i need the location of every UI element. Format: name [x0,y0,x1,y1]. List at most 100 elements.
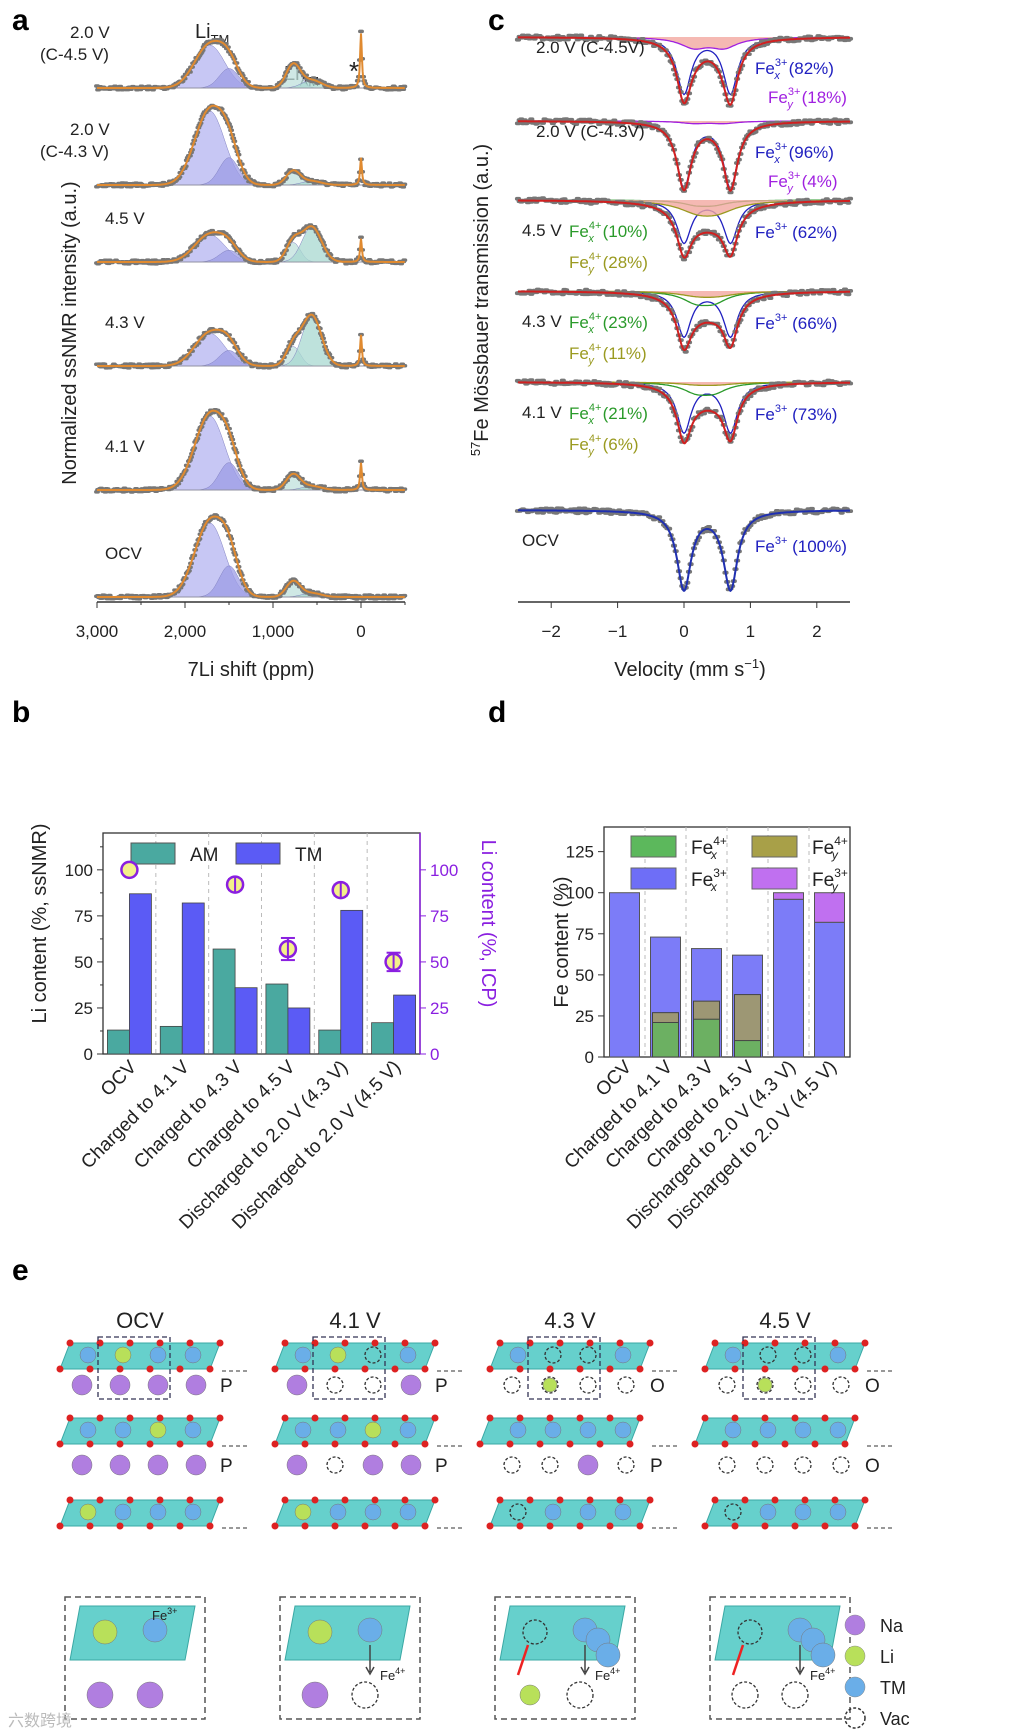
li-atom [149,1421,167,1439]
mossbauer-spectrum: 4.5 V Fe3+ (62%)Fe4+ x (10%)Fe4+ y (28%) [514,196,854,276]
tm-atom [614,1346,632,1364]
text-span: Fe [569,344,589,363]
oxygen-atom [86,1522,94,1530]
superscript: 3+ [788,86,801,98]
oxygen-atom [771,1496,779,1504]
legend-swatch [751,835,798,858]
oxygen-atom [586,1496,594,1504]
oxygen-atom [216,1414,224,1422]
vacancy [136,1681,164,1709]
bar-tm [129,893,152,1055]
na-atom [71,1454,93,1476]
vacancy [756,1376,774,1394]
bar-fe3y [814,892,845,923]
oxygen-atom [851,1365,859,1373]
oxygen-atom [751,1440,759,1448]
subscript: y [587,446,595,458]
na-atom [286,1374,308,1396]
na-atom [71,1374,93,1396]
fit-line [518,381,850,445]
vacancy [579,1346,597,1364]
bar-am [107,1029,130,1055]
subscript: y [831,848,839,862]
chart-a: 3,000 2,000 1,000 0 7Li shift (ppm) Normalize… [40,21,408,681]
oxygen-atom [761,1414,769,1422]
oxygen-atom [566,1440,574,1448]
y2-tick-label: 75 [430,907,449,926]
oxygen-atom [116,1440,124,1448]
panel-label-a: a [12,4,29,37]
oxygen-atom [861,1339,869,1347]
oxygen-atom [86,1440,94,1448]
tm-atom [759,1503,777,1521]
vacancy [832,1376,850,1394]
state-title: OCV [116,1308,164,1333]
detail-frame [494,1596,636,1720]
superscript: 4+ [713,834,727,848]
superscript: 4+ [610,1666,620,1676]
subscript: y [587,355,595,367]
superscript: 3+ [775,535,788,547]
fe-label: Fe4+ [810,1666,835,1683]
subscript: x [587,324,594,336]
vacancy [718,1456,736,1474]
bar-tm [393,994,416,1055]
stacking-label: P [220,1376,233,1397]
spectrum-label-sub: (C-4.3 V) [40,142,109,161]
stacking-label: P [435,1456,448,1477]
spectrum-label-sub: (C-4.5 V) [40,45,109,64]
oxygen-atom [831,1339,839,1347]
fit-component-fill [518,291,850,298]
bar-tm [340,909,364,1055]
migration-arrow [580,1645,590,1676]
panel-label-c: c [488,4,505,37]
oxygen-atom [401,1339,409,1347]
y-axis-label: 57Fe Mössbauer transmission (a.u.) [468,144,493,456]
oxygen-atom [371,1339,379,1347]
bar-fe3y [773,892,804,900]
oxygen-atom [801,1339,809,1347]
nmr-spectrum: 2.0 V (C-4.5 V) [40,23,408,92]
oxygen-atom [271,1440,279,1448]
detail-frame [279,1596,421,1720]
selection-box [97,1336,171,1400]
component-label: Fe3+ x (96%) [755,141,834,166]
oxygen-atom [341,1339,349,1347]
text-span: Fe [569,222,589,241]
oxygen-atom [486,1522,494,1530]
oxygen-atom [616,1496,624,1504]
li-atom [542,1377,558,1393]
tm-atom [579,1503,597,1521]
na-atom [400,1374,422,1396]
subscript: x [587,233,594,245]
oxygen-atom [206,1440,214,1448]
y-axis-label: Li content (%, ssNMR) [29,823,51,1023]
vacancy [832,1456,850,1474]
stacking-label: P [650,1456,663,1477]
bar-tm [287,1007,311,1055]
na-atom [109,1374,131,1396]
oxygen-atom [801,1496,809,1504]
y-tick-label: 100 [65,861,93,880]
structure-0: OCV P P [56,1308,250,1530]
stacking-label: P [220,1456,233,1477]
legend-na-icon [844,1614,866,1636]
nmr-spectrum: OCV [94,513,408,601]
bar-am [265,983,289,1055]
x-axis-label: Velocity (mm s−1) [614,656,766,681]
fe-label: Fe4+ [595,1666,620,1683]
tm-atom [544,1503,562,1521]
detail-slab [284,1605,411,1661]
spectrum-label: OCV [105,544,143,563]
oxygen-atom [176,1522,184,1530]
li-atom [329,1346,347,1364]
spectrum-label: 4.1 V [522,403,562,422]
tm-atom [544,1421,562,1439]
y-tick-label: 25 [575,1007,594,1026]
y-axis-label: Normalized ssNMR intensity (a.u.) [59,181,81,484]
oxygen-atom [311,1414,319,1422]
vacancy [794,1376,812,1394]
oxygen-atom [206,1522,214,1530]
legend-label-base: Fe [812,870,834,891]
component-label: Fe3+ y (4%) [768,170,838,195]
